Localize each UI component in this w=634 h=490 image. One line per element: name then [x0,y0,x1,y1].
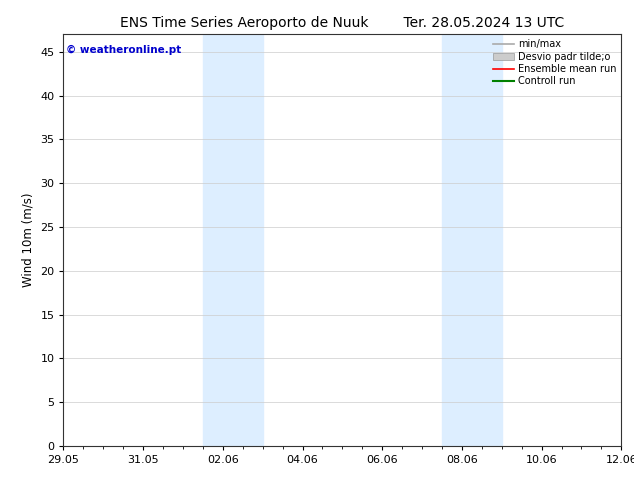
Bar [442,34,501,446]
Y-axis label: Wind 10m (m/s): Wind 10m (m/s) [22,193,35,287]
Legend: min/max, Desvio padr tilde;o, Ensemble mean run, Controll run: min/max, Desvio padr tilde;o, Ensemble m… [491,37,618,88]
Bar [203,34,262,446]
Title: ENS Time Series Aeroporto de Nuuk        Ter. 28.05.2024 13 UTC: ENS Time Series Aeroporto de Nuuk Ter. 2… [120,16,564,30]
Text: © weatheronline.pt: © weatheronline.pt [66,45,181,55]
